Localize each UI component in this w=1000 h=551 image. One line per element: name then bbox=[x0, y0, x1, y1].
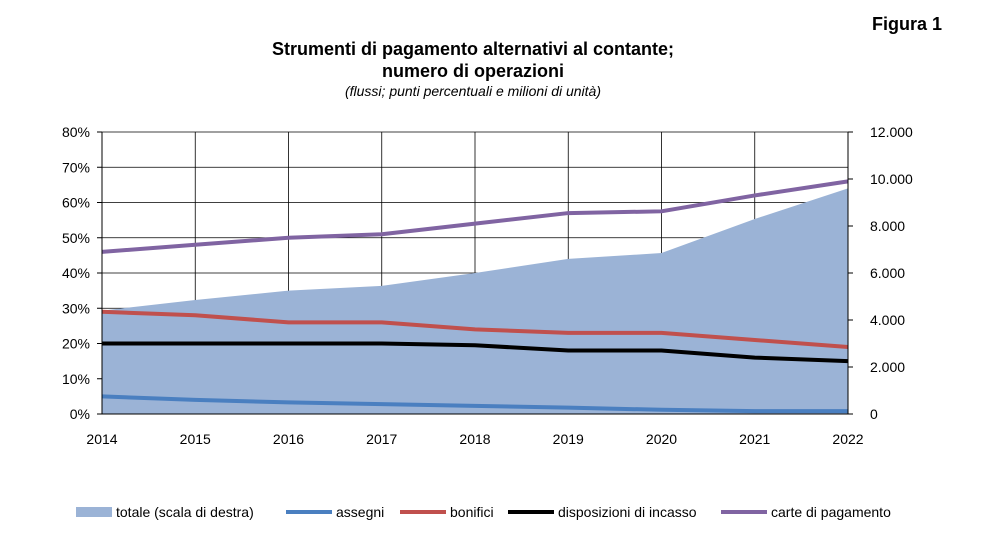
x-tick-label: 2018 bbox=[459, 431, 490, 447]
y-left-tick-label: 60% bbox=[62, 195, 90, 211]
legend-label: carte di pagamento bbox=[771, 504, 891, 520]
area-totale bbox=[102, 188, 848, 414]
series-line-2 bbox=[102, 341, 849, 364]
series-line-0 bbox=[101, 394, 848, 414]
chart-title-line1: Strumenti di pagamento alternativi al co… bbox=[271, 39, 675, 59]
chart-subtitle: (flussi; punti percentuali e milioni di … bbox=[344, 83, 601, 99]
x-tick-label: 2019 bbox=[553, 431, 584, 447]
y-left-tick-label: 40% bbox=[62, 265, 90, 281]
y-right-tick-label: 10.000 bbox=[870, 171, 913, 187]
chart-title: Strumenti di pagamento alternativi al co… bbox=[0, 38, 946, 82]
y-right-tick-label: 4.000 bbox=[870, 312, 905, 328]
y-right-tick-label: 2.000 bbox=[870, 359, 905, 375]
axes: 0% 10% 20% 30% 40% 50% 60% 70% 80% 0 2.000 4.000 6.0… bbox=[62, 124, 913, 447]
y-left-tick-label: 20% bbox=[62, 336, 90, 352]
series-line-3 bbox=[101, 179, 849, 254]
x-tick-label: 2014 bbox=[86, 431, 117, 447]
x-tick-label: 2022 bbox=[832, 431, 863, 447]
legend-label: bonifici bbox=[450, 504, 494, 520]
legend-swatch-area bbox=[76, 507, 112, 517]
x-tick-label: 2020 bbox=[646, 431, 677, 447]
y-right-tick-label: 0 bbox=[870, 406, 878, 422]
figure-label: Figura 1 bbox=[871, 14, 942, 34]
y-left-tick-label: 80% bbox=[62, 124, 90, 140]
y-right-tick-label: 8.000 bbox=[870, 218, 905, 234]
series-line-1 bbox=[101, 309, 849, 350]
y-right-tick-label: 6.000 bbox=[870, 265, 905, 281]
y-left-tick-label: 30% bbox=[62, 300, 90, 316]
legend-label: assegni bbox=[336, 504, 384, 520]
y-left-tick-label: 0% bbox=[70, 406, 90, 422]
legend-label: disposizioni di incasso bbox=[558, 504, 697, 520]
line-layer bbox=[101, 179, 849, 414]
x-tick-label: 2016 bbox=[273, 431, 304, 447]
area-layer bbox=[102, 188, 848, 414]
y-left-tick-label: 50% bbox=[62, 230, 90, 246]
legend: totale (scala di destra) assegni bonifici d… bbox=[76, 504, 891, 520]
x-tick-label: 2017 bbox=[366, 431, 397, 447]
x-tick-label: 2015 bbox=[180, 431, 211, 447]
legend-label: totale (scala di destra) bbox=[116, 504, 254, 520]
y-right-tick-label: 12.000 bbox=[870, 124, 913, 140]
x-tick-label: 2021 bbox=[739, 431, 770, 447]
y-left-tick-label: 10% bbox=[62, 371, 90, 387]
y-left-tick-label: 70% bbox=[62, 159, 90, 175]
chart-title-line2: numero di operazioni bbox=[381, 61, 564, 81]
